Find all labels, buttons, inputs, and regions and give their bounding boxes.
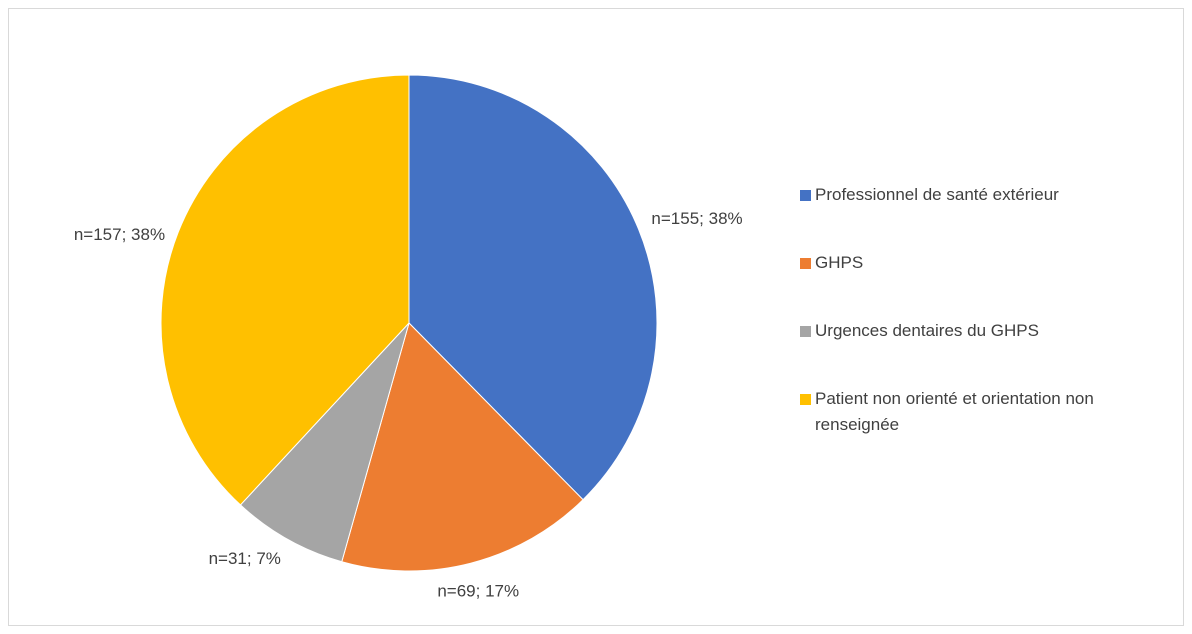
legend-swatch (800, 394, 811, 405)
legend-item: Urgences dentaires du GHPS (800, 318, 1170, 344)
legend-swatch (800, 190, 811, 201)
data-label: n=155; 38% (651, 209, 742, 228)
data-label: n=31; 7% (209, 549, 281, 568)
legend-item: Patient non orienté et orientation non r… (800, 386, 1170, 438)
pie-slice (408, 74, 658, 501)
chart-border (8, 8, 1184, 626)
legend-label: GHPS (815, 253, 864, 272)
legend-item: Professionnel de santé extérieur (800, 182, 1170, 208)
legend: Professionnel de santé extérieur GHPS Urge… (800, 182, 1170, 480)
pie-slice (239, 322, 410, 563)
pie-slice (160, 74, 410, 506)
pie-slice (341, 322, 584, 572)
legend-swatch (800, 326, 811, 337)
data-label: n=69; 17% (437, 582, 519, 601)
legend-item: GHPS (800, 250, 1170, 276)
legend-label: Urgences dentaires du GHPS (815, 321, 1039, 340)
legend-swatch (800, 258, 811, 269)
data-label: n=157; 38% (74, 225, 165, 244)
legend-label: Patient non orienté et orientation non r… (815, 389, 1094, 434)
legend-label: Professionnel de santé extérieur (815, 185, 1059, 204)
